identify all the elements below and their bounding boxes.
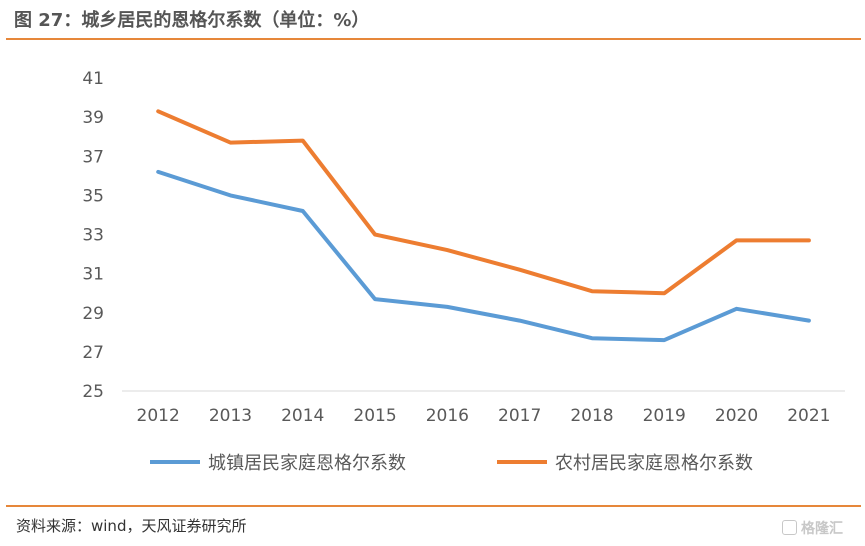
x-tick-label: 2014	[281, 406, 324, 426]
y-tick-label: 29	[82, 304, 104, 324]
header-divider	[6, 38, 861, 40]
y-tick-label: 25	[82, 382, 104, 402]
y-tick-label: 37	[82, 147, 104, 167]
x-tick-label: 2016	[426, 406, 469, 426]
y-tick-label: 41	[82, 69, 104, 89]
watermark-logo: 格隆汇	[782, 518, 843, 538]
legend-label: 城镇居民家庭恩格尔系数	[208, 453, 406, 474]
x-tick-label: 2013	[209, 406, 252, 426]
chart-title: 图 27：城乡居民的恩格尔系数（单位：%）	[14, 10, 370, 31]
x-tick-label: 2017	[498, 406, 541, 426]
source-note: 资料来源：wind，天风证券研究所	[16, 517, 247, 535]
chart-legend: 城镇居民家庭恩格尔系数 农村居民家庭恩格尔系数	[150, 453, 753, 474]
logo-icon	[782, 520, 797, 535]
x-tick-label: 2018	[570, 406, 613, 426]
x-axis-ticks: 2012 2013 2014 2015 2016 2017 2018 2019 2020 2021	[137, 406, 831, 426]
x-tick-label: 2021	[787, 406, 830, 426]
y-tick-label: 27	[82, 343, 104, 363]
x-tick-label: 2015	[353, 406, 396, 426]
x-tick-label: 2020	[715, 406, 758, 426]
y-tick-label: 39	[82, 108, 104, 128]
x-tick-label: 2012	[137, 406, 180, 426]
series-line-2	[156, 109, 811, 296]
y-axis-ticks: 25 27 29 31 33 35 37 39 41	[82, 69, 104, 402]
y-tick-label: 33	[82, 226, 104, 246]
logo-text: 格隆汇	[801, 521, 843, 537]
y-tick-label: 31	[82, 265, 104, 285]
footer-divider	[6, 505, 861, 507]
series-line-1	[156, 169, 811, 343]
series-lines	[156, 109, 811, 343]
y-tick-label: 35	[82, 186, 104, 206]
x-tick-label: 2019	[643, 406, 686, 426]
legend-label: 农村居民家庭恩格尔系数	[555, 453, 753, 474]
